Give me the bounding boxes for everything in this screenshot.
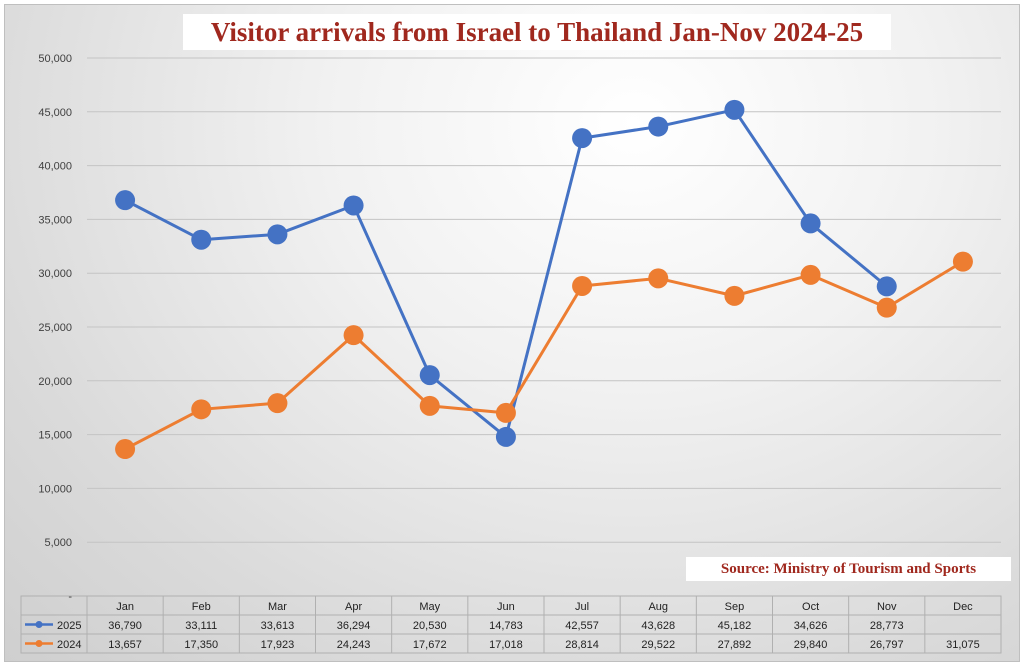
series-2024-line bbox=[124, 260, 964, 451]
series-2025-point bbox=[343, 195, 364, 216]
x-category-label: Nov bbox=[877, 601, 897, 613]
series-2024-point bbox=[572, 275, 593, 296]
series-2025-point bbox=[572, 128, 593, 149]
series-2024-table-value: 27,892 bbox=[718, 639, 752, 651]
series-2025-point bbox=[191, 229, 212, 250]
series-2025-table-value: 36,790 bbox=[108, 620, 142, 632]
series-2024-legend-marker bbox=[35, 640, 43, 647]
chart-title: Visitor arrivals from Israel to Thailand… bbox=[183, 14, 891, 50]
series-2025-table-value: 28,773 bbox=[870, 620, 904, 632]
series-2025-table-value: 14,783 bbox=[489, 620, 523, 632]
series-2025-table-value: 45,182 bbox=[718, 620, 752, 632]
series-2024-table-value: 24,243 bbox=[337, 639, 371, 651]
series-2025-point bbox=[495, 426, 516, 447]
y-tick-label: 40,000 bbox=[38, 161, 72, 173]
series-2024-table-value: 29,522 bbox=[641, 639, 675, 651]
y-tick-label: 25,000 bbox=[38, 322, 72, 334]
x-category-label: Sep bbox=[725, 601, 745, 613]
series-2024-table-value: 17,923 bbox=[261, 639, 295, 651]
series-2024-point bbox=[876, 297, 897, 318]
y-tick-label: 50,000 bbox=[38, 53, 72, 65]
series-2024-legend-label: 2024 bbox=[57, 639, 81, 651]
x-category-label: May bbox=[419, 601, 440, 613]
x-category-label: Mar bbox=[268, 601, 287, 613]
y-tick-label: 45,000 bbox=[38, 107, 72, 119]
x-category-label: Aug bbox=[648, 601, 668, 613]
series-2024-table-value: 17,672 bbox=[413, 639, 447, 651]
series-2025-point bbox=[419, 365, 440, 386]
y-tick-label: 10,000 bbox=[38, 483, 72, 495]
series-2025-legend-marker bbox=[35, 621, 43, 628]
series-2025-point bbox=[115, 190, 136, 211]
source-note: Source: Ministry of Tourism and Sports bbox=[686, 557, 1011, 581]
x-category-label: Jul bbox=[575, 601, 589, 613]
y-tick-label: 30,000 bbox=[38, 268, 72, 280]
series-2025-table-value: 43,628 bbox=[641, 620, 675, 632]
series-2025-point bbox=[267, 224, 288, 245]
series-2025-point bbox=[724, 99, 745, 120]
series-2024-point bbox=[495, 402, 516, 423]
series-2025-point bbox=[648, 116, 669, 137]
x-category-label: Apr bbox=[345, 601, 362, 613]
chart-area: - 5,000 10,000 15,000 20,000 25,000 30,000 35,0… bbox=[4, 4, 1020, 662]
series-2025-table-value: 20,530 bbox=[413, 620, 447, 632]
series-2024-table-value: 13,657 bbox=[108, 639, 142, 651]
x-category-label: Jan bbox=[116, 601, 134, 613]
series-2025-table-value: 33,613 bbox=[261, 620, 295, 632]
series-2024-point bbox=[419, 395, 440, 416]
x-category-label: Jun bbox=[497, 601, 515, 613]
series-2024-table-value: 31,075 bbox=[946, 639, 980, 651]
series-2025-table-value: 42,557 bbox=[565, 620, 599, 632]
series-2024-point bbox=[648, 268, 669, 289]
y-tick-label: 20,000 bbox=[38, 376, 72, 388]
series-2024-point bbox=[952, 251, 973, 272]
y-tick-label: 35,000 bbox=[38, 214, 72, 226]
series-2024-point bbox=[191, 399, 212, 420]
series-2024-point bbox=[724, 285, 745, 306]
series-2025-table-value: 36,294 bbox=[337, 620, 371, 632]
series-2024-table-value: 17,350 bbox=[184, 639, 218, 651]
series-2024-point bbox=[343, 325, 364, 346]
series-2025-table-value: 34,626 bbox=[794, 620, 828, 632]
series-2025-legend-label: 2025 bbox=[57, 620, 81, 632]
series-2024-point bbox=[267, 393, 288, 414]
series-2024-table-value: 17,018 bbox=[489, 639, 523, 651]
line-chart: - 5,000 10,000 15,000 20,000 25,000 30,000 35,0… bbox=[20, 53, 1002, 654]
y-tick-label: 15,000 bbox=[38, 430, 72, 442]
series-2024-table-value: 28,814 bbox=[565, 639, 599, 651]
series-2025-table-value: 33,111 bbox=[185, 620, 217, 632]
series-2025-point bbox=[876, 276, 897, 297]
y-tick-label: - bbox=[68, 591, 72, 603]
series-2025-point bbox=[800, 213, 821, 234]
x-category-label: Oct bbox=[802, 601, 819, 613]
series-2024-point bbox=[800, 264, 821, 285]
y-tick-label: 5,000 bbox=[44, 537, 72, 549]
series-2024-table-value: 29,840 bbox=[794, 639, 828, 651]
x-category-label: Dec bbox=[953, 601, 973, 613]
series-2024-point bbox=[115, 439, 136, 460]
x-category-label: Feb bbox=[192, 601, 211, 613]
series-2024-table-value: 26,797 bbox=[870, 639, 904, 651]
